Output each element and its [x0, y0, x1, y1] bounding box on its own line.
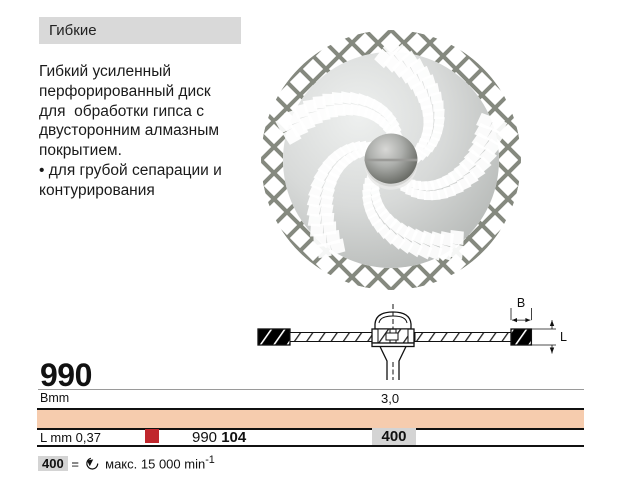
svg-text:L: L — [560, 330, 567, 344]
svg-text:B: B — [517, 296, 525, 310]
